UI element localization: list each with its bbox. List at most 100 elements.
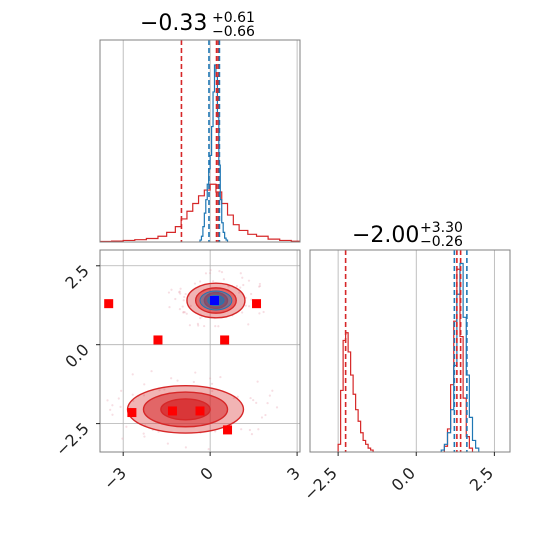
frame-joint bbox=[99, 249, 301, 453]
scatter-point bbox=[163, 388, 166, 391]
scatter-point bbox=[262, 310, 265, 314]
scatter-point bbox=[199, 317, 202, 320]
title-marginal-y-minus: −0.26 bbox=[420, 234, 463, 250]
scatter-point bbox=[132, 399, 135, 403]
scatter-point bbox=[106, 399, 109, 402]
scatter-point bbox=[214, 430, 217, 433]
scatter-point bbox=[236, 395, 239, 398]
scatter-point bbox=[83, 400, 85, 402]
scatter-point bbox=[176, 379, 179, 382]
scatter-point bbox=[193, 282, 197, 285]
frame-marginal-x bbox=[99, 39, 301, 243]
scatter-point bbox=[184, 446, 187, 449]
scatter-point bbox=[275, 406, 279, 409]
scatter-point bbox=[109, 408, 112, 411]
scatter-point bbox=[185, 312, 188, 315]
scatter-point bbox=[238, 291, 241, 294]
y-tick-label: 2.5 bbox=[61, 261, 92, 292]
truth-marker bbox=[195, 406, 205, 416]
panel-marginal-y: −2.5 0.0 2.5 −2.00 +3.30 −0.26 bbox=[300, 220, 511, 504]
title-marginal-x-median: −0.33 bbox=[140, 11, 207, 36]
scatter-point bbox=[255, 401, 258, 405]
scatter-point bbox=[96, 408, 98, 410]
true-point-marker bbox=[209, 296, 219, 305]
truth-marker bbox=[104, 299, 114, 309]
scatter-point bbox=[179, 292, 182, 295]
scatter-point bbox=[125, 425, 128, 428]
scatter-point bbox=[258, 285, 261, 288]
scatter-point bbox=[220, 271, 224, 274]
x-tick-label: 2.5 bbox=[466, 463, 497, 494]
scatter-point bbox=[252, 398, 255, 402]
truth-marker bbox=[223, 425, 233, 435]
truth-marker bbox=[127, 408, 137, 418]
scatter-point bbox=[183, 295, 186, 299]
scatter-point bbox=[249, 396, 252, 400]
histogram-series bbox=[443, 268, 474, 452]
scatter-point bbox=[250, 432, 254, 436]
y-ticks-joint: −2.5 0.0 2.5 bbox=[52, 261, 100, 460]
scatter-point bbox=[248, 305, 251, 308]
scatter-point bbox=[211, 389, 214, 393]
scatter-point bbox=[143, 435, 146, 438]
y-tick-label: −2.5 bbox=[52, 419, 93, 460]
x-tick-label: 0.0 bbox=[388, 463, 419, 494]
scatter-point bbox=[170, 288, 173, 291]
scatter-point bbox=[260, 416, 264, 419]
scatter-point bbox=[150, 370, 153, 373]
scatter-point bbox=[184, 292, 187, 296]
scatter-point bbox=[241, 311, 244, 314]
contours-joint bbox=[126, 282, 246, 434]
scatter-point bbox=[248, 428, 251, 432]
scatter-point bbox=[204, 272, 208, 275]
scatter-point bbox=[143, 383, 146, 386]
scatter-point bbox=[219, 375, 222, 379]
scatter-point bbox=[192, 380, 195, 384]
histogram-series bbox=[100, 183, 300, 242]
scatter-point bbox=[258, 284, 262, 288]
scatter-point bbox=[88, 418, 90, 420]
scatter-point bbox=[111, 413, 114, 416]
scatter-point bbox=[194, 371, 197, 374]
scatter-point bbox=[208, 377, 212, 380]
title-marginal-x-plus: +0.61 bbox=[212, 10, 255, 26]
scatter-point bbox=[207, 447, 210, 451]
title-marginal-y-median: −2.00 bbox=[352, 223, 419, 248]
truth-marker bbox=[252, 299, 262, 309]
x-tick-label: −2.5 bbox=[300, 463, 341, 504]
scatter-point bbox=[181, 305, 184, 308]
scatter-point bbox=[268, 394, 271, 397]
scatter-point bbox=[182, 310, 185, 314]
x-tick-label: 0 bbox=[196, 463, 217, 484]
scatter-point bbox=[199, 280, 202, 283]
panel-joint: −3 0 3 −2.5 0.0 2.5 bbox=[52, 249, 304, 494]
scatter-point bbox=[239, 272, 242, 275]
scatter-point bbox=[250, 298, 253, 301]
truth-marker bbox=[153, 335, 163, 345]
scatter-point bbox=[196, 322, 199, 325]
scatter-point bbox=[167, 291, 171, 294]
scatter-point bbox=[131, 393, 134, 396]
x-ticks-joint: −3 0 3 bbox=[100, 452, 304, 494]
scatter-point bbox=[241, 276, 244, 279]
grid-marginal-y bbox=[337, 250, 495, 452]
scatter-point bbox=[142, 432, 145, 435]
scatter-point bbox=[85, 397, 87, 399]
scatter-point bbox=[183, 311, 186, 314]
grid-marginal-x bbox=[122, 40, 298, 242]
scatter-point bbox=[178, 290, 181, 293]
scatter-point bbox=[189, 304, 192, 307]
scatter-point bbox=[178, 291, 181, 294]
scatter-point bbox=[266, 402, 269, 405]
scatter-point bbox=[222, 278, 225, 281]
scatter-point bbox=[182, 311, 185, 314]
x-tick-label: −3 bbox=[100, 463, 130, 493]
scatter-point bbox=[214, 325, 217, 328]
scatter-point bbox=[208, 272, 212, 275]
scatter-point bbox=[218, 270, 221, 273]
scatter-point bbox=[235, 284, 239, 288]
scatter-point bbox=[166, 442, 169, 445]
scatter-point bbox=[257, 428, 260, 431]
title-marginal-x-minus: −0.66 bbox=[212, 24, 255, 40]
